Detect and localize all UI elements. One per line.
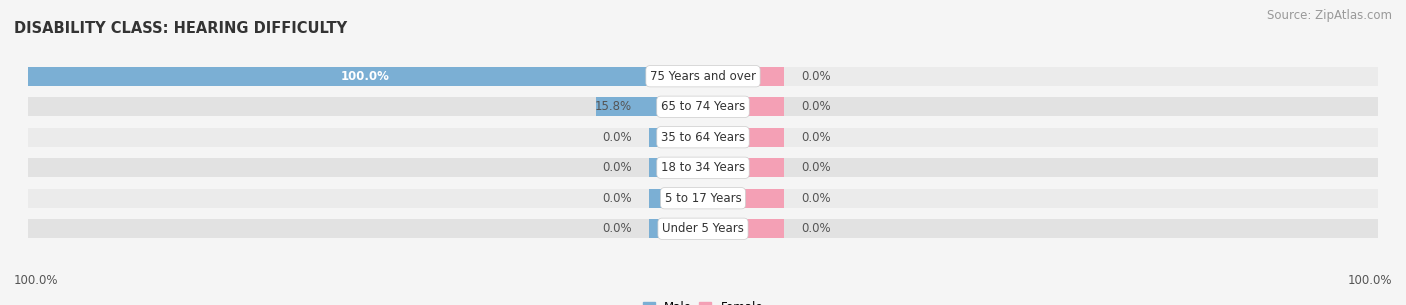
Bar <box>28 158 1378 177</box>
Bar <box>650 67 703 86</box>
Text: Source: ZipAtlas.com: Source: ZipAtlas.com <box>1267 9 1392 22</box>
Text: 5 to 17 Years: 5 to 17 Years <box>665 192 741 205</box>
Text: 15.8%: 15.8% <box>595 100 633 113</box>
Bar <box>28 128 1378 147</box>
Text: 100.0%: 100.0% <box>14 274 59 287</box>
Bar <box>28 219 1378 238</box>
Bar <box>650 189 703 208</box>
Text: 35 to 64 Years: 35 to 64 Years <box>661 131 745 144</box>
Text: Under 5 Years: Under 5 Years <box>662 222 744 235</box>
Text: 0.0%: 0.0% <box>603 222 633 235</box>
Legend: Male, Female: Male, Female <box>638 296 768 305</box>
Bar <box>703 219 785 238</box>
Text: 65 to 74 Years: 65 to 74 Years <box>661 100 745 113</box>
Text: 0.0%: 0.0% <box>801 131 831 144</box>
Bar <box>596 97 703 116</box>
Bar <box>703 128 785 147</box>
Text: 18 to 34 Years: 18 to 34 Years <box>661 161 745 174</box>
Text: 0.0%: 0.0% <box>801 192 831 205</box>
Text: 100.0%: 100.0% <box>342 70 389 83</box>
Bar <box>28 67 703 86</box>
Text: 0.0%: 0.0% <box>603 192 633 205</box>
Bar <box>28 67 1378 86</box>
Bar <box>28 189 1378 208</box>
Text: 75 Years and over: 75 Years and over <box>650 70 756 83</box>
Bar <box>650 158 703 177</box>
Bar <box>28 97 1378 116</box>
Text: 0.0%: 0.0% <box>801 222 831 235</box>
Text: 0.0%: 0.0% <box>801 70 831 83</box>
Text: DISABILITY CLASS: HEARING DIFFICULTY: DISABILITY CLASS: HEARING DIFFICULTY <box>14 21 347 36</box>
Text: 0.0%: 0.0% <box>603 161 633 174</box>
Bar <box>703 97 785 116</box>
Bar <box>650 128 703 147</box>
Bar <box>703 158 785 177</box>
Bar <box>703 189 785 208</box>
Bar <box>703 67 785 86</box>
Bar <box>650 97 703 116</box>
Text: 100.0%: 100.0% <box>1347 274 1392 287</box>
Bar <box>650 219 703 238</box>
Text: 0.0%: 0.0% <box>603 131 633 144</box>
Text: 0.0%: 0.0% <box>801 100 831 113</box>
Text: 0.0%: 0.0% <box>801 161 831 174</box>
